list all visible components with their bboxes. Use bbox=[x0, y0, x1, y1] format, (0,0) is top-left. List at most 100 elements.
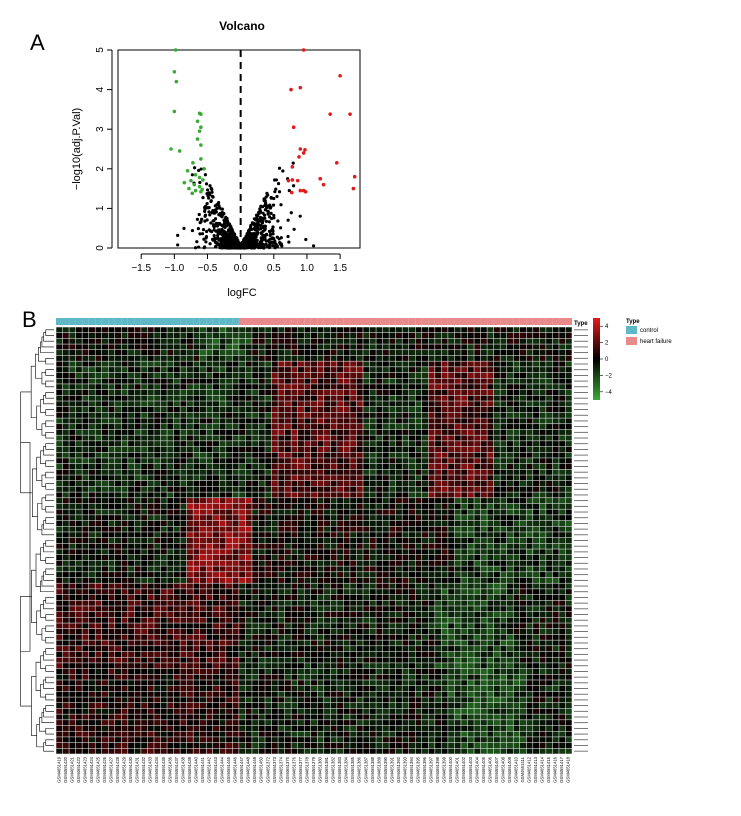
heatmap-cell bbox=[448, 572, 455, 578]
heatmap-cell bbox=[180, 401, 187, 407]
volcano-point-nonsig bbox=[233, 246, 238, 250]
heatmap-cell bbox=[75, 406, 82, 413]
heatmap-cell bbox=[350, 526, 357, 532]
heatmap-cell bbox=[69, 389, 76, 396]
heatmap-cell bbox=[186, 350, 193, 356]
heatmap-cell bbox=[448, 577, 455, 583]
heatmap-cell bbox=[56, 401, 63, 407]
heatmap-cell bbox=[154, 549, 161, 555]
heatmap-cell bbox=[167, 520, 174, 527]
heatmap-cell bbox=[271, 566, 278, 572]
heatmap-cell bbox=[461, 429, 468, 435]
volcano-point-nonsig bbox=[267, 239, 271, 244]
heatmap-cell bbox=[546, 463, 553, 470]
heatmap-cell bbox=[180, 372, 187, 378]
heatmap-cell bbox=[330, 469, 337, 475]
heatmap-cell bbox=[141, 475, 148, 481]
heatmap-cell bbox=[343, 361, 350, 367]
heatmap-cell bbox=[108, 532, 115, 538]
volcano-point-nonsig bbox=[277, 190, 282, 194]
heatmap-cell bbox=[356, 498, 363, 504]
heatmap-cell bbox=[180, 378, 187, 384]
heatmap-cell bbox=[108, 515, 115, 521]
heatmap-cell bbox=[297, 503, 304, 509]
volcano-point-up bbox=[291, 125, 296, 130]
heatmap-cell bbox=[213, 526, 220, 532]
heatmap-cell bbox=[101, 378, 109, 384]
heatmap-cell bbox=[115, 480, 122, 487]
heatmap-cell bbox=[559, 560, 566, 566]
heatmap-cell bbox=[565, 589, 572, 595]
heatmap-cell bbox=[206, 458, 213, 464]
type-bar-cell bbox=[323, 318, 331, 325]
volcano-point-up bbox=[321, 182, 326, 187]
heatmap-cell bbox=[239, 503, 246, 509]
heatmap-cell bbox=[252, 515, 259, 521]
heatmap-cell bbox=[428, 429, 435, 435]
heatmap-cell bbox=[546, 554, 553, 561]
heatmap-cell bbox=[82, 532, 89, 538]
heatmap-cell bbox=[552, 367, 559, 373]
heatmap-cell bbox=[382, 469, 389, 475]
heatmap-cell bbox=[206, 327, 213, 333]
heatmap-cell bbox=[310, 492, 318, 498]
heatmap-cell bbox=[461, 486, 468, 492]
heatmap-cell bbox=[337, 463, 344, 470]
heatmap-cell bbox=[69, 327, 76, 333]
heatmap-cell bbox=[134, 452, 141, 458]
heatmap-cell bbox=[226, 583, 233, 589]
heatmap-cell bbox=[493, 344, 500, 350]
heatmap-cell bbox=[369, 332, 376, 339]
heatmap-cell bbox=[500, 441, 507, 447]
heatmap-cell bbox=[278, 367, 285, 373]
heatmap-cell bbox=[115, 475, 122, 481]
heatmap-cell bbox=[121, 463, 128, 470]
volcano-point-nonsig bbox=[211, 195, 215, 199]
heatmap-cell bbox=[160, 389, 167, 396]
heatmap-cell bbox=[226, 515, 233, 521]
heatmap-cell bbox=[69, 515, 76, 521]
heatmap-cell bbox=[552, 469, 559, 475]
heatmap-cell bbox=[480, 594, 487, 601]
heatmap-cell bbox=[141, 549, 148, 555]
heatmap-cell bbox=[402, 532, 409, 538]
heatmap-cell bbox=[435, 492, 442, 498]
heatmap-cell bbox=[448, 372, 455, 378]
heatmap-cell bbox=[82, 486, 89, 492]
heatmap-cell bbox=[461, 332, 468, 339]
heatmap-cell bbox=[258, 452, 265, 458]
heatmap-cell bbox=[428, 589, 435, 595]
heatmap-cell bbox=[108, 469, 115, 475]
heatmap-cell bbox=[62, 594, 69, 601]
heatmap-cell bbox=[363, 594, 370, 601]
heatmap-cell bbox=[356, 378, 363, 384]
heatmap-cell bbox=[95, 486, 102, 492]
heatmap-cell bbox=[284, 361, 291, 367]
heatmap-cell bbox=[147, 435, 154, 441]
heatmap-cell bbox=[297, 378, 304, 384]
dendrogram-branch bbox=[45, 517, 54, 524]
heatmap-cell bbox=[128, 435, 135, 441]
heatmap-cell bbox=[193, 526, 200, 532]
heatmap-cell bbox=[337, 367, 344, 373]
heatmap-cell bbox=[128, 332, 135, 339]
heatmap-cell bbox=[343, 384, 350, 390]
heatmap-cell bbox=[167, 338, 174, 344]
heatmap-cell bbox=[160, 515, 167, 521]
heatmap-cell bbox=[173, 435, 180, 441]
heatmap-cell bbox=[69, 332, 76, 339]
heatmap-cell bbox=[343, 435, 350, 441]
heatmap-cell bbox=[461, 549, 468, 555]
heatmap-cell bbox=[271, 480, 278, 487]
heatmap-cell bbox=[199, 554, 206, 561]
dendrogram-branch bbox=[41, 712, 54, 723]
volcano-point-nonsig bbox=[267, 220, 271, 224]
heatmap-cell bbox=[75, 583, 82, 589]
heatmap-cell bbox=[173, 503, 180, 509]
heatmap-cell bbox=[310, 338, 318, 344]
heatmap-cell bbox=[317, 572, 324, 578]
heatmap-cell bbox=[252, 446, 259, 453]
heatmap-cell bbox=[369, 560, 376, 566]
heatmap-cell bbox=[350, 406, 357, 413]
heatmap-cell bbox=[480, 429, 487, 435]
